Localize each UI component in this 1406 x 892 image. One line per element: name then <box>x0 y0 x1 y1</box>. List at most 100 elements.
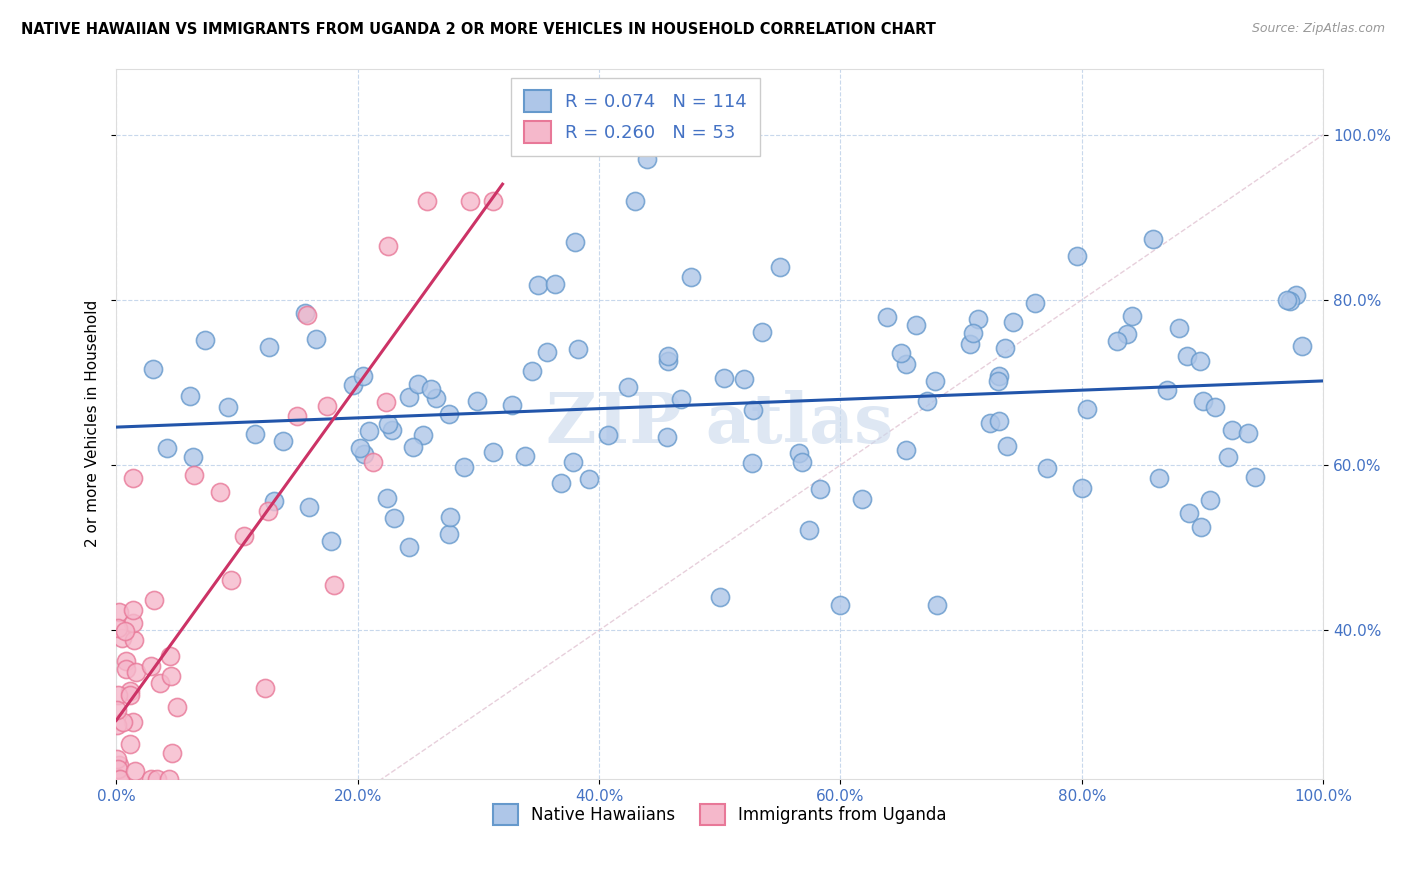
Point <box>439 510 461 524</box>
Point <box>1024 295 1046 310</box>
Point <box>263 493 285 508</box>
Point <box>894 442 917 457</box>
Point <box>179 389 201 403</box>
Point <box>114 624 136 638</box>
Point <box>1076 401 1098 416</box>
Point <box>751 325 773 339</box>
Point <box>544 277 567 292</box>
Point <box>377 417 399 431</box>
Point <box>1167 321 1189 335</box>
Point <box>402 440 425 454</box>
Point <box>352 369 374 384</box>
Point <box>124 764 146 779</box>
Point <box>482 445 505 459</box>
Point <box>111 715 134 730</box>
Point <box>669 392 692 406</box>
Point <box>598 428 620 442</box>
Point <box>501 398 523 412</box>
Point <box>792 455 814 469</box>
Point <box>925 599 948 613</box>
Point <box>349 441 371 455</box>
Point <box>233 529 256 543</box>
Point <box>733 372 755 386</box>
Point <box>994 341 1017 355</box>
Point <box>1291 338 1313 352</box>
Point <box>120 683 142 698</box>
Point <box>890 346 912 360</box>
Point <box>295 308 318 322</box>
Point <box>988 413 1011 427</box>
Point <box>160 669 183 683</box>
Point <box>305 332 328 346</box>
Point <box>105 703 128 717</box>
Text: NATIVE HAWAIIAN VS IMMIGRANTS FROM UGANDA 2 OR MORE VEHICLES IN HOUSEHOLD CORREL: NATIVE HAWAIIAN VS IMMIGRANTS FROM UGAND… <box>21 22 936 37</box>
Point <box>1116 326 1139 341</box>
Point <box>1035 460 1057 475</box>
Point <box>1001 315 1024 329</box>
Point <box>1199 493 1222 508</box>
Point <box>377 239 399 253</box>
Point <box>155 441 177 455</box>
Point <box>111 631 134 645</box>
Text: Source: ZipAtlas.com: Source: ZipAtlas.com <box>1251 22 1385 36</box>
Point <box>1189 519 1212 533</box>
Point <box>298 500 321 514</box>
Point <box>149 676 172 690</box>
Point <box>1121 309 1143 323</box>
Point <box>1147 471 1170 485</box>
Point <box>398 540 420 554</box>
Point <box>253 681 276 695</box>
Point <box>398 390 420 404</box>
Point <box>353 447 375 461</box>
Point <box>107 772 129 786</box>
Point <box>108 757 131 772</box>
Point <box>896 357 918 371</box>
Point <box>160 746 183 760</box>
Point <box>120 688 142 702</box>
Point <box>1192 393 1215 408</box>
Point <box>713 370 735 384</box>
Point <box>797 523 820 537</box>
Point <box>465 394 488 409</box>
Point <box>515 449 537 463</box>
Point <box>319 533 342 548</box>
Point <box>107 688 129 702</box>
Point <box>808 482 831 496</box>
Point <box>657 349 679 363</box>
Point <box>375 491 398 505</box>
Point <box>361 455 384 469</box>
Point <box>121 715 143 730</box>
Point <box>904 318 927 332</box>
Point <box>142 362 165 376</box>
Point <box>114 662 136 676</box>
Point <box>458 194 481 208</box>
Point <box>384 511 406 525</box>
Point <box>108 605 131 619</box>
Point <box>564 235 586 249</box>
Point <box>108 772 131 786</box>
Point <box>375 395 398 409</box>
Point <box>830 599 852 613</box>
Point <box>122 633 145 648</box>
Point <box>915 394 938 409</box>
Point <box>1237 426 1260 441</box>
Point <box>146 772 169 786</box>
Point <box>323 578 346 592</box>
Point <box>1177 349 1199 363</box>
Point <box>294 306 316 320</box>
Point <box>1070 481 1092 495</box>
Point <box>125 665 148 680</box>
Point <box>962 326 984 341</box>
Point <box>1216 450 1239 464</box>
Point <box>1279 294 1302 309</box>
Point <box>561 455 583 469</box>
Point <box>769 260 792 274</box>
Point <box>381 423 404 437</box>
Point <box>157 772 180 786</box>
Point <box>1275 293 1298 307</box>
Point <box>271 434 294 449</box>
Point <box>924 374 946 388</box>
Point <box>987 374 1010 388</box>
Point <box>1066 249 1088 263</box>
Point <box>107 621 129 635</box>
